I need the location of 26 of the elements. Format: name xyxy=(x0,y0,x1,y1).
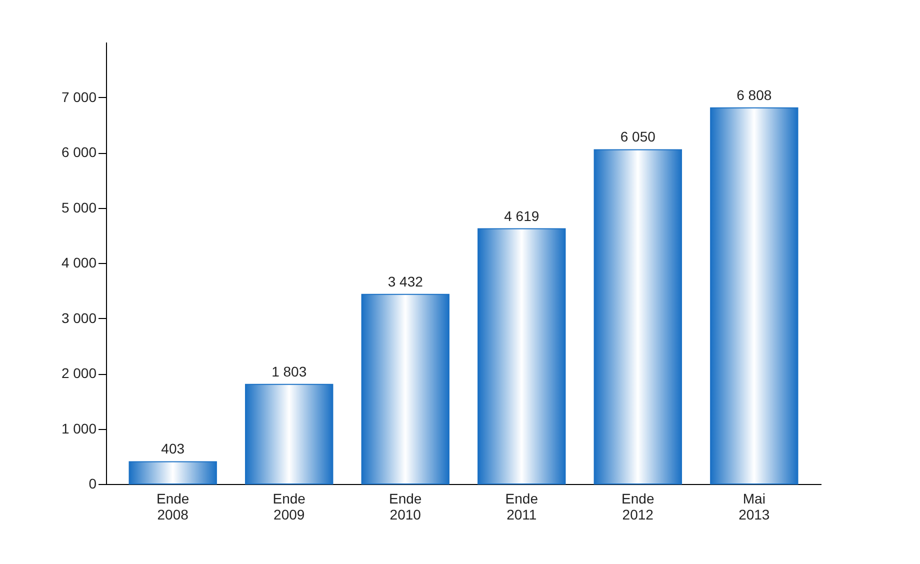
y-tick-label: 6 000 xyxy=(61,144,97,160)
x-tick-label: Mai 2013 xyxy=(738,490,770,522)
x-tick-label: Ende 2009 xyxy=(272,490,306,522)
data-label: 1 803 xyxy=(272,363,307,380)
y-tick-label: 7 000 xyxy=(61,88,97,105)
data-label: 403 xyxy=(161,440,185,457)
data-label: 6 808 xyxy=(736,86,772,103)
bar xyxy=(710,107,798,484)
x-tick-label: Ende 2011 xyxy=(505,490,538,522)
y-tick-label: 2 000 xyxy=(61,365,97,381)
y-tick-label: 5 000 xyxy=(61,199,97,216)
y-tick-label: 0 xyxy=(88,476,97,492)
x-tick-label: Ende 2008 xyxy=(156,490,190,522)
bar xyxy=(361,294,450,484)
x-tick-label: Ende 2012 xyxy=(622,490,654,522)
data-label: 4 619 xyxy=(504,208,540,224)
y-tick-label: 3 000 xyxy=(61,310,97,326)
data-label: 3 432 xyxy=(388,273,424,290)
bar xyxy=(478,228,566,484)
x-tick-label: Ende 2010 xyxy=(389,490,422,522)
y-tick-label: 4 000 xyxy=(61,254,97,270)
data-label: 6 050 xyxy=(620,128,656,145)
bar xyxy=(245,384,334,484)
bar xyxy=(594,149,682,484)
y-tick-label: 1 000 xyxy=(61,420,97,436)
bar xyxy=(128,461,217,484)
